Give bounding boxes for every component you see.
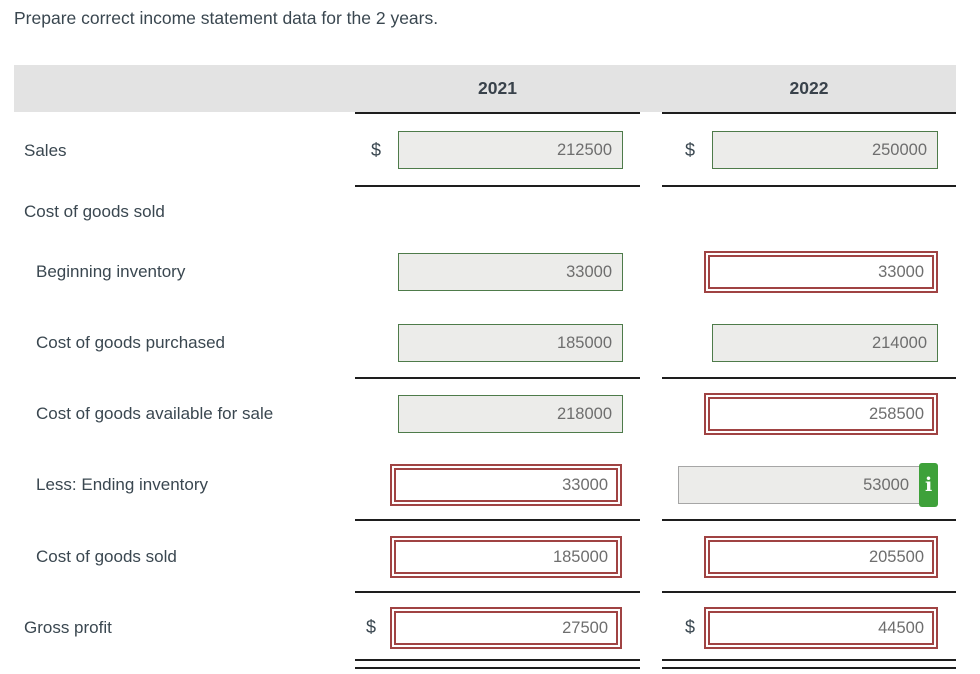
- error-field-ending-inventory-2021: [390, 464, 622, 506]
- column-header-2022: 2022: [789, 78, 829, 98]
- info-icon-button[interactable]: i: [919, 463, 939, 507]
- rule-under-sales-2022: [662, 185, 956, 187]
- input-ending-inventory-2021[interactable]: [394, 468, 618, 502]
- error-field-gross-profit-2021: [390, 607, 622, 649]
- input-sales-2021: [398, 131, 623, 169]
- rule-under-cogs-total-2021: [355, 591, 640, 593]
- input-cogs-total-2022[interactable]: [708, 540, 934, 574]
- header-rule-2022: [662, 112, 956, 114]
- input-cogs-available-2022[interactable]: [708, 397, 934, 431]
- dollar-sign-gross-2021: $: [366, 617, 377, 637]
- input-cogs-purchased-2021: [398, 324, 623, 362]
- input-gross-profit-2022[interactable]: [708, 611, 934, 645]
- header-rule-2021: [355, 112, 640, 114]
- total-rule-bottom-2022: [662, 667, 956, 669]
- dollar-sign-gross-2022: $: [685, 617, 696, 637]
- rule-under-ending-2022: [662, 519, 956, 521]
- input-beginning-inventory-2021: [398, 253, 623, 291]
- input-gross-profit-2021[interactable]: [394, 611, 618, 645]
- row-label-sales: Sales: [24, 141, 67, 160]
- row-label-gross-profit: Gross profit: [24, 618, 112, 637]
- rule-under-ending-2021: [355, 519, 640, 521]
- table-header-band: [14, 65, 956, 112]
- column-header-2021: 2021: [478, 78, 517, 98]
- row-label-cogs-section: Cost of goods sold: [24, 202, 165, 221]
- row-label-cogs-purchased: Cost of goods purchased: [36, 333, 226, 352]
- total-rule-bottom-2021: [355, 667, 640, 669]
- input-cogs-total-2021[interactable]: [394, 540, 618, 574]
- input-sales-2022: [712, 131, 938, 169]
- input-beginning-inventory-2022[interactable]: [708, 255, 934, 289]
- row-label-cogs-total: Cost of goods sold: [36, 547, 177, 566]
- error-field-beginning-inventory-2022: [704, 251, 938, 293]
- input-cogs-purchased-2022: [712, 324, 938, 362]
- rule-under-purchased-2022: [662, 377, 956, 379]
- input-cogs-available-2021: [398, 395, 623, 433]
- error-field-cogs-total-2022: [704, 536, 938, 578]
- dollar-sign-sales-2022: $: [685, 140, 696, 160]
- dollar-sign-sales-2021: $: [371, 140, 382, 160]
- rule-under-purchased-2021: [355, 377, 640, 379]
- info-icon: i: [925, 474, 933, 496]
- error-field-cogs-total-2021: [390, 536, 622, 578]
- row-label-cogs-available: Cost of goods available for sale: [36, 404, 274, 423]
- error-field-cogs-available-2022: [704, 393, 938, 435]
- info-field-ending-inventory-2022: i: [678, 463, 939, 507]
- rule-under-cogs-total-2022: [662, 591, 956, 593]
- total-rule-top-2022: [662, 659, 956, 661]
- row-label-beginning-inventory: Beginning inventory: [36, 262, 186, 281]
- error-field-gross-profit-2022: [704, 607, 938, 649]
- rule-under-sales-2021: [355, 185, 640, 187]
- row-label-less-ending-inventory: Less: Ending inventory: [36, 475, 208, 494]
- page-title: Prepare correct income statement data fo…: [14, 8, 439, 28]
- input-ending-inventory-2022: [678, 466, 919, 504]
- total-rule-top-2021: [355, 659, 640, 661]
